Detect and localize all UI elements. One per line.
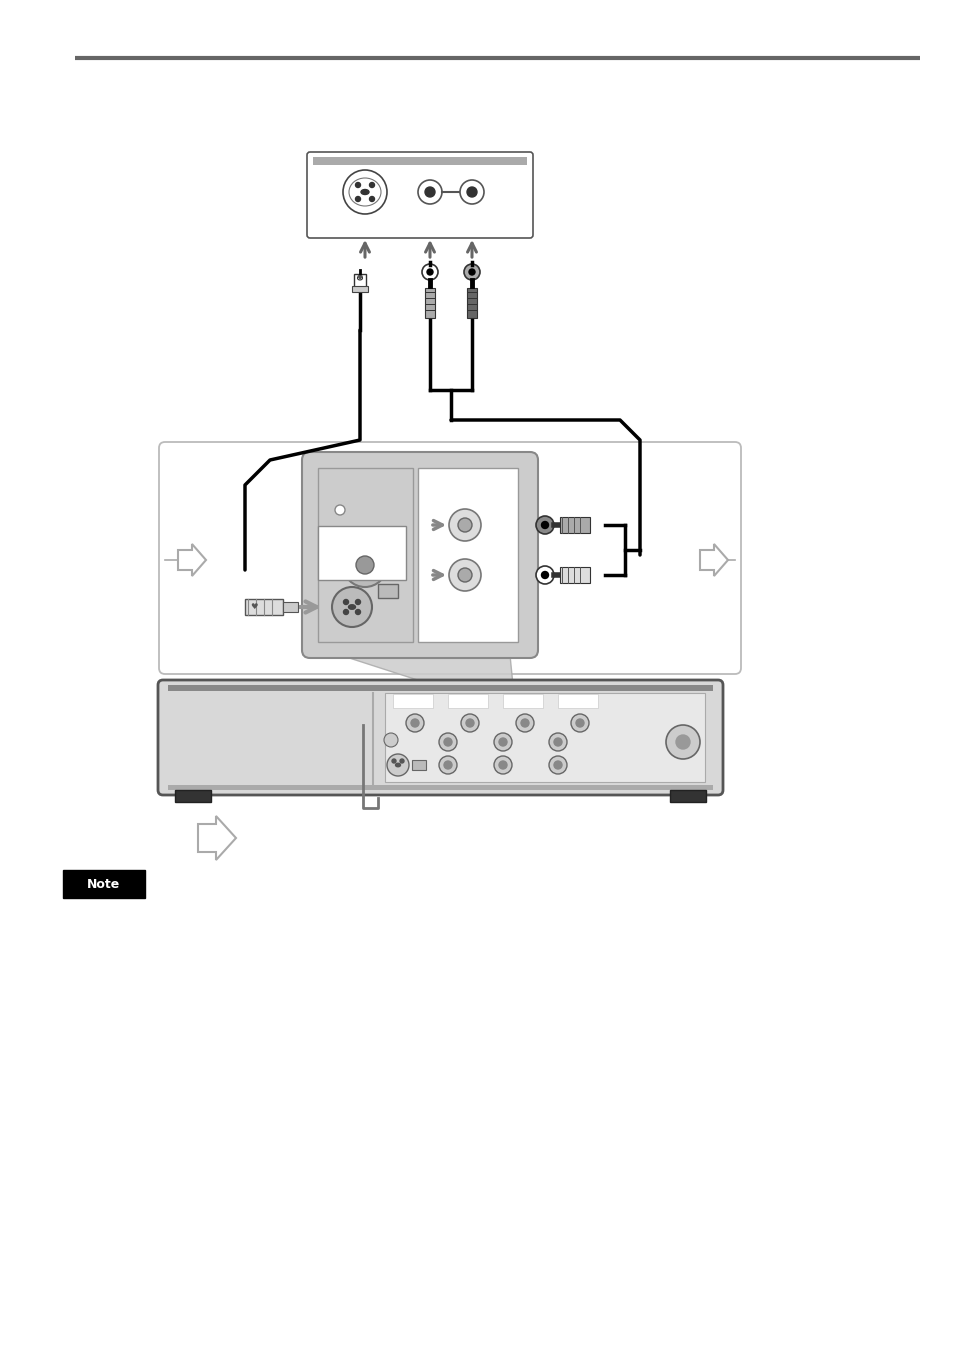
Circle shape bbox=[516, 714, 534, 731]
Bar bbox=[168, 786, 712, 790]
Circle shape bbox=[465, 719, 474, 727]
Circle shape bbox=[392, 758, 395, 763]
Bar bbox=[424, 288, 435, 318]
Circle shape bbox=[554, 761, 561, 769]
Bar bbox=[385, 694, 704, 781]
Circle shape bbox=[498, 738, 506, 746]
Circle shape bbox=[399, 758, 403, 763]
Ellipse shape bbox=[357, 276, 362, 280]
Bar bbox=[669, 790, 705, 802]
Circle shape bbox=[417, 180, 441, 204]
Circle shape bbox=[438, 756, 456, 773]
Circle shape bbox=[548, 733, 566, 750]
Circle shape bbox=[460, 714, 478, 731]
Circle shape bbox=[369, 183, 375, 188]
Text: ♥: ♥ bbox=[250, 603, 257, 611]
Bar bbox=[317, 468, 413, 642]
Circle shape bbox=[343, 599, 348, 604]
FancyBboxPatch shape bbox=[159, 442, 740, 675]
Circle shape bbox=[494, 756, 512, 773]
Circle shape bbox=[443, 738, 452, 746]
Circle shape bbox=[536, 566, 554, 584]
Circle shape bbox=[343, 610, 348, 615]
Circle shape bbox=[665, 725, 700, 758]
FancyBboxPatch shape bbox=[158, 680, 722, 795]
Bar bbox=[245, 599, 283, 615]
Circle shape bbox=[541, 572, 548, 579]
Circle shape bbox=[576, 719, 583, 727]
Bar bbox=[448, 694, 488, 708]
Circle shape bbox=[469, 269, 475, 274]
Circle shape bbox=[494, 733, 512, 750]
Bar bbox=[502, 694, 542, 708]
Circle shape bbox=[457, 568, 472, 581]
Circle shape bbox=[449, 508, 480, 541]
Circle shape bbox=[520, 719, 529, 727]
Circle shape bbox=[355, 196, 360, 201]
Ellipse shape bbox=[395, 764, 400, 767]
Circle shape bbox=[438, 733, 456, 750]
Bar bbox=[317, 526, 406, 580]
Circle shape bbox=[332, 587, 372, 627]
Circle shape bbox=[411, 719, 418, 727]
Circle shape bbox=[449, 558, 480, 591]
Circle shape bbox=[457, 518, 472, 531]
Bar bbox=[63, 869, 145, 898]
Bar bbox=[174, 790, 211, 802]
Circle shape bbox=[335, 506, 345, 515]
Circle shape bbox=[541, 522, 548, 529]
Polygon shape bbox=[178, 544, 206, 576]
Ellipse shape bbox=[349, 178, 380, 206]
Circle shape bbox=[427, 269, 433, 274]
Circle shape bbox=[421, 264, 437, 280]
Polygon shape bbox=[339, 654, 513, 685]
Bar bbox=[283, 602, 297, 612]
Circle shape bbox=[424, 187, 435, 197]
Circle shape bbox=[467, 187, 476, 197]
Bar bbox=[558, 694, 598, 708]
Bar bbox=[412, 760, 426, 771]
Polygon shape bbox=[198, 817, 235, 860]
Circle shape bbox=[355, 183, 360, 188]
Circle shape bbox=[387, 754, 409, 776]
Circle shape bbox=[343, 170, 387, 214]
Circle shape bbox=[355, 610, 360, 615]
Circle shape bbox=[384, 733, 397, 748]
Bar bbox=[467, 288, 476, 318]
Text: Note: Note bbox=[88, 877, 120, 891]
Bar bbox=[377, 584, 397, 598]
Circle shape bbox=[355, 599, 360, 604]
Circle shape bbox=[406, 714, 423, 731]
Circle shape bbox=[355, 556, 374, 575]
FancyBboxPatch shape bbox=[307, 151, 533, 238]
Ellipse shape bbox=[360, 189, 369, 195]
Bar bbox=[168, 685, 712, 691]
Text: ♥: ♥ bbox=[356, 274, 363, 281]
Circle shape bbox=[676, 735, 689, 749]
Bar bbox=[352, 287, 368, 292]
Bar bbox=[393, 694, 433, 708]
Bar bbox=[313, 157, 526, 165]
FancyBboxPatch shape bbox=[302, 452, 537, 658]
Circle shape bbox=[536, 516, 554, 534]
Circle shape bbox=[571, 714, 588, 731]
Ellipse shape bbox=[348, 604, 355, 610]
Circle shape bbox=[443, 761, 452, 769]
Circle shape bbox=[343, 544, 387, 587]
Bar bbox=[354, 274, 366, 288]
Circle shape bbox=[548, 756, 566, 773]
Bar bbox=[559, 566, 589, 583]
Polygon shape bbox=[700, 544, 727, 576]
Bar bbox=[559, 516, 589, 533]
Bar bbox=[417, 468, 517, 642]
Circle shape bbox=[369, 196, 375, 201]
Circle shape bbox=[554, 738, 561, 746]
Circle shape bbox=[463, 264, 479, 280]
Circle shape bbox=[459, 180, 483, 204]
Circle shape bbox=[498, 761, 506, 769]
